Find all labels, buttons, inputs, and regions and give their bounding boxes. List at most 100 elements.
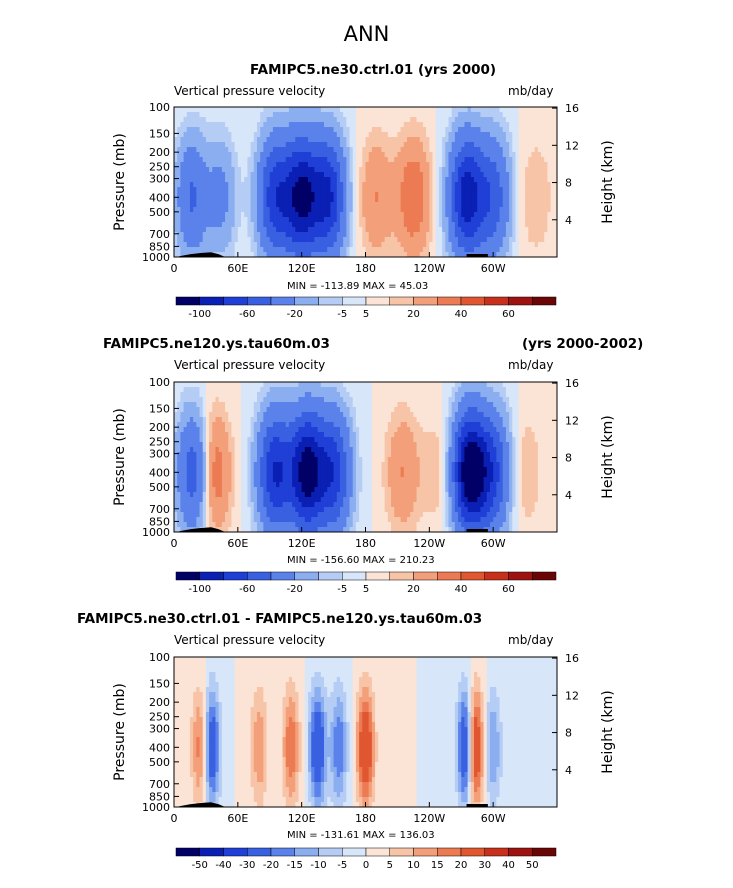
heatmap-cell: [317, 217, 322, 223]
heatmap-cell: [308, 167, 312, 173]
heatmap-cell: [346, 137, 350, 143]
heatmap-cell: [483, 132, 488, 138]
heatmap-cell: [470, 172, 475, 178]
heatmap-cell: [464, 112, 469, 118]
heatmap-cell: [269, 197, 274, 203]
heatmap-cell: [269, 202, 274, 208]
heatmap-cell: [199, 437, 204, 443]
heatmap-cell: [292, 237, 296, 243]
heatmap-cell: [186, 127, 191, 133]
heatmap-cell: [304, 522, 309, 528]
heatmap-cell: [260, 382, 264, 388]
heatmap-cell: [282, 512, 287, 518]
heatmap-cell: [228, 187, 232, 193]
heatmap-cell: [362, 192, 366, 198]
heatmap-cell: [177, 172, 181, 178]
heatmap-cell: [215, 202, 220, 208]
heatmap-cell: [212, 457, 216, 463]
heatmap-cell: [298, 492, 303, 498]
heatmap-cell: [483, 127, 488, 133]
heatmap-cell: [330, 237, 334, 243]
heatmap-cell: [553, 227, 558, 233]
heatmap-cell: [454, 107, 459, 113]
heatmap-cell: [237, 127, 242, 133]
heatmap-cell: [381, 162, 386, 168]
heatmap-cell: [237, 487, 242, 493]
heatmap-cell: [285, 227, 290, 233]
heatmap-cell: [397, 187, 402, 193]
heatmap-cell: [355, 232, 360, 238]
heatmap-cell: [288, 427, 293, 433]
heatmap-cell: [544, 112, 548, 118]
heatmap-cell: [343, 207, 347, 213]
heatmap-cell: [368, 202, 373, 208]
heatmap-cell: [202, 212, 207, 218]
heatmap-cell: [359, 237, 363, 243]
heatmap-cell: [202, 472, 207, 478]
heatmap-cell: [489, 117, 494, 123]
heatmap-cell: [177, 107, 181, 113]
heatmap-cell: [189, 407, 194, 413]
heatmap-cell: [394, 122, 398, 128]
heatmap-cell: [349, 207, 354, 213]
heatmap-cell: [429, 127, 433, 133]
heatmap-cell: [215, 482, 220, 488]
heatmap-cell: [244, 182, 248, 188]
heatmap-cell: [365, 147, 370, 153]
heatmap-cell: [218, 212, 223, 218]
heatmap-cell: [394, 232, 398, 238]
heatmap-cell: [186, 412, 191, 418]
heatmap-cell: [553, 182, 558, 188]
heatmap-cell: [416, 117, 421, 123]
heatmap-cell: [212, 432, 216, 438]
heatmap-cell: [432, 157, 437, 163]
heatmap-cell: [234, 202, 239, 208]
heatmap-cell: [304, 222, 309, 228]
heatmap-cell: [263, 422, 267, 428]
heatmap-cell: [298, 497, 303, 503]
heatmap-cell: [502, 242, 507, 248]
heatmap-cell: [225, 397, 229, 403]
heatmap-cell: [308, 252, 312, 258]
heatmap-cell: [419, 162, 424, 168]
heatmap-cell: [282, 482, 287, 488]
heatmap-cell: [470, 192, 475, 198]
heatmap-cell: [266, 107, 271, 113]
heatmap-cell: [429, 172, 433, 178]
heatmap-cell: [237, 467, 242, 473]
heatmap-cell: [202, 467, 207, 473]
heatmap-cell: [397, 162, 402, 168]
heatmap-cell: [279, 182, 283, 188]
heatmap-cell: [225, 232, 229, 238]
heatmap-cell: [260, 117, 264, 123]
heatmap-cell: [531, 152, 536, 158]
heatmap-cell: [371, 202, 376, 208]
heatmap-cell: [467, 142, 472, 148]
heatmap-cell: [228, 407, 232, 413]
heatmap-cell: [311, 232, 315, 238]
heatmap-cell: [438, 252, 443, 258]
heatmap-cell: [435, 112, 440, 118]
heatmap-cell: [429, 137, 433, 143]
heatmap-cell: [263, 122, 267, 128]
heatmap-cell: [174, 462, 178, 468]
heatmap-cell: [205, 127, 210, 133]
heatmap-cell: [269, 117, 274, 123]
heatmap-cell: [311, 492, 315, 498]
heatmap-cell: [256, 442, 261, 448]
heatmap-cell: [205, 242, 210, 248]
heatmap-cell: [189, 107, 194, 113]
heatmap-cell: [525, 157, 529, 163]
heatmap-cell: [333, 237, 338, 243]
heatmap-cell: [266, 457, 271, 463]
heatmap-cell: [521, 157, 526, 163]
heatmap-cell: [403, 242, 408, 248]
heatmap-cell: [186, 492, 191, 498]
heatmap-cell: [180, 467, 184, 473]
heatmap-cell: [199, 462, 204, 468]
heatmap-cell: [336, 237, 341, 243]
heatmap-cell: [263, 252, 267, 258]
heatmap-cell: [189, 417, 194, 423]
heatmap-cell: [502, 252, 507, 258]
heatmap-cell: [212, 382, 216, 388]
